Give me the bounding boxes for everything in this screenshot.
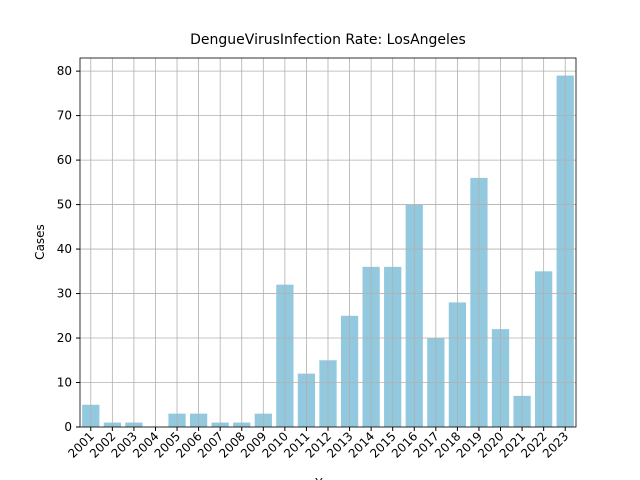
y-tick-label: 30	[57, 287, 72, 301]
x-axis-label: Year	[314, 476, 340, 480]
y-tick-label: 20	[57, 331, 72, 345]
y-tick-label: 0	[64, 420, 72, 434]
y-tick-label: 40	[57, 242, 72, 256]
chart-title: DengueVirusInfection Rate: LosAngeles	[190, 32, 466, 48]
y-tick-label: 80	[57, 64, 72, 78]
y-tick-label: 50	[57, 198, 72, 212]
y-tick-label: 60	[57, 153, 72, 167]
y-axis-label: Cases	[33, 224, 47, 260]
y-tick-label: 10	[57, 376, 72, 390]
plot-frame	[79, 57, 577, 428]
y-tick-label: 70	[57, 109, 72, 123]
